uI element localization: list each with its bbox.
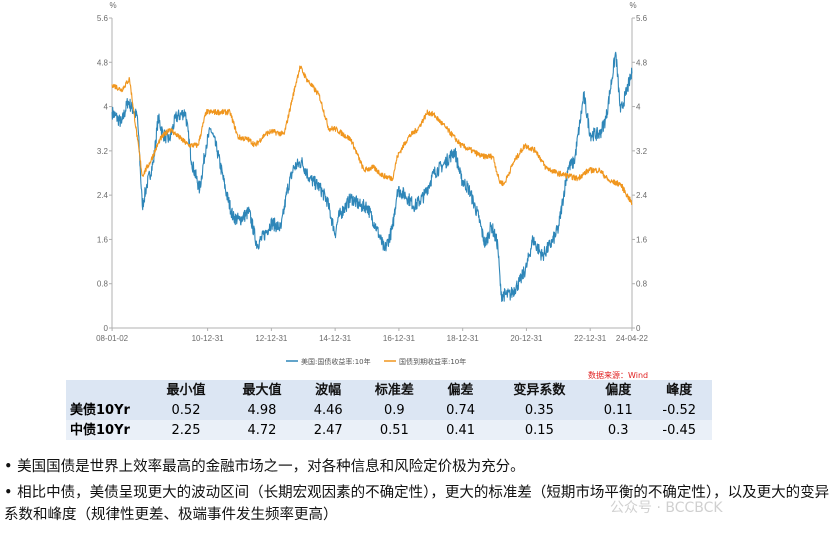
y-tick-label-right: 2.4 (636, 191, 648, 200)
x-tick-label: 22-12-31 (574, 334, 607, 343)
table-cell: 0.9 (384, 402, 405, 418)
table-cell: 0.41 (446, 422, 476, 438)
table-header-cell: 最大值 (242, 382, 282, 398)
y-tick-label-left: 3.2 (97, 147, 109, 156)
table-cell: -0.52 (662, 402, 697, 418)
x-tick-label: 12-12-31 (255, 334, 288, 343)
table-header-cell: 偏度 (605, 382, 632, 398)
table-cell: 2.25 (171, 422, 201, 438)
table-header-cell: 最小值 (166, 382, 206, 398)
y-tick-label-left: 0.8 (97, 280, 109, 289)
y-unit-right: % (629, 1, 636, 10)
table-cell: -0.45 (662, 422, 697, 438)
y-tick-label-right: 3.2 (636, 147, 648, 156)
table-cell: 0.35 (524, 402, 554, 418)
legend: 美国:国债收益率:10年 国债到期收益率:10年 (286, 357, 466, 366)
table-cell: 4.46 (313, 402, 343, 418)
table-cell: 4.72 (247, 422, 277, 438)
table-cell: 0.15 (524, 422, 554, 438)
table-cell: 0.52 (171, 402, 201, 418)
x-tick-label: 16-12-31 (383, 334, 416, 343)
source-note: 数据来源：Wind (588, 370, 648, 380)
y-ticks-right: 0 0.8 1.6 2.4 3.2 4 4.8 5.6 (632, 14, 648, 333)
table-cell: 0.51 (379, 422, 409, 438)
table-row: 美债10Yr 0.52 4.98 4.46 0.9 0.74 0.35 0.11… (66, 400, 712, 420)
table-cell: 4.98 (247, 402, 277, 418)
x-tick-label: 18-12-31 (447, 334, 480, 343)
y-tick-label-right: 0.8 (636, 280, 648, 289)
y-tick-label-left: 0 (104, 324, 109, 333)
x-tick-label: 08-01-02 (96, 334, 129, 343)
y-tick-label-left: 5.6 (97, 14, 109, 23)
table-header-cell: 波幅 (315, 382, 342, 398)
stats-table: 最小值 最大值 波幅 标准差 偏差 变异系数 偏度 峰度 美债10Yr 0.52… (66, 380, 712, 440)
y-tick-label-right: 5.6 (636, 14, 648, 23)
row-name: 中债10Yr (70, 422, 130, 438)
y-tick-label-left: 2.4 (97, 191, 109, 200)
table-header-cell: 峰度 (666, 382, 693, 398)
row-name: 美债10Yr (70, 402, 130, 418)
table-header-cell: 变异系数 (513, 382, 566, 398)
x-tick-label: 14-12-31 (319, 334, 352, 343)
legend-label-us: 美国:国债收益率:10年 (301, 357, 371, 366)
y-tick-label-left: 4.8 (97, 58, 109, 67)
x-tick-label: 24-04-22 (616, 334, 649, 343)
x-tick-label: 10-12-31 (192, 334, 225, 343)
legend-label-cn: 国债到期收益率:10年 (399, 357, 466, 366)
y-tick-label-right: 1.6 (636, 235, 648, 244)
table-cell: 2.47 (313, 422, 343, 438)
table-cell: 0.11 (603, 402, 633, 418)
table-row: 中债10Yr 2.25 4.72 2.47 0.51 0.41 0.15 0.3… (66, 420, 712, 440)
series-line-us-treasury-10y (111, 51, 633, 302)
table-cell: 0.3 (607, 422, 629, 438)
y-ticks-left: 0 0.8 1.6 2.4 3.2 4 4.8 5.6 (97, 14, 112, 333)
y-tick-label-right: 4.8 (636, 58, 648, 67)
x-tick-label: 20-12-31 (510, 334, 543, 343)
series-line-china-bond-10y (111, 65, 633, 206)
y-unit-left: % (109, 1, 116, 10)
table-header-cell (66, 380, 148, 400)
table-header-cell: 标准差 (374, 382, 414, 398)
x-ticks: 08-01-02 10-12-31 12-12-31 14-12-31 16-12-31… (96, 328, 648, 343)
y-tick-label-right: 4 (636, 103, 641, 112)
table-cell: 0.74 (446, 402, 476, 418)
table-header-row: 最小值 最大值 波幅 标准差 偏差 变异系数 偏度 峰度 (66, 380, 712, 400)
y-tick-label-left: 1.6 (97, 235, 109, 244)
bullet-point-efficiency: • 美国国债是世界上效率最高的金融市场之一，对各种信息和风险定价极为充分。 (4, 459, 525, 475)
watermark: 公众号 · BCCBCK (610, 500, 723, 516)
table-header-cell: 偏差 (447, 382, 474, 398)
y-tick-label-left: 4 (104, 103, 109, 112)
y-tick-label-right: 0 (636, 324, 641, 333)
bullet-point-volatility: • 相比中债，美债呈现更大的波动区间（长期宏观因素的不确定性），更大的标准差（短… (4, 485, 830, 523)
series-layer (111, 51, 633, 302)
yield-chart: % % 0 0.8 1.6 2.4 3.2 4 4.8 5.6 0 0.8 1.6 2.4 3.2 4 4… (96, 1, 648, 380)
